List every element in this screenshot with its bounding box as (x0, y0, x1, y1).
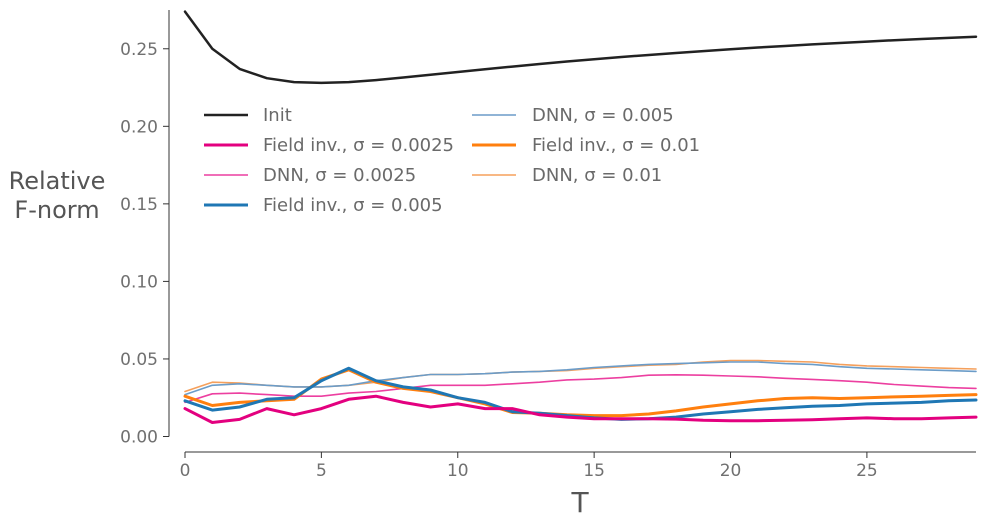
y-tick-label: 0.10 (120, 272, 158, 292)
y-tick-label: 0.00 (120, 427, 158, 447)
series-line-2 (184, 373, 977, 404)
legend-entry: Field inv., σ = 0.0025 (204, 135, 454, 156)
legend-label: DNN, σ = 0.01 (532, 165, 662, 186)
legend-entry: Field inv., σ = 0.01 (472, 135, 700, 156)
y-tick-label: 0.20 (120, 117, 158, 137)
legend-entry: DNN, σ = 0.01 (472, 165, 662, 186)
y-tick-label: 0.05 (120, 350, 158, 370)
legend-label: DNN, σ = 0.0025 (263, 165, 416, 186)
legend-label: DNN, σ = 0.005 (532, 105, 674, 126)
legend-label: Init (263, 105, 292, 126)
x-tick-label: 0 (180, 461, 191, 481)
legend: Init Field inv., σ = 0.0025 DNN, σ = 0.002… (204, 105, 700, 216)
x-axis-title: T (570, 486, 589, 519)
legend-entry: DNN, σ = 0.0025 (204, 165, 416, 186)
ticks-layer: 0.00 0.05 0.10 0.15 0.20 0.25 0 5 10 15 20 25 (120, 40, 878, 481)
y-axis-title-line-1: Relative (9, 167, 106, 195)
legend-entry: DNN, σ = 0.005 (472, 105, 674, 126)
series-line-0 (183, 10, 978, 85)
series-line-1 (183, 394, 978, 424)
y-tick-label: 0.25 (120, 40, 158, 60)
series-line-4 (184, 361, 977, 396)
legend-label: Field inv., σ = 0.0025 (263, 135, 454, 156)
x-tick-label: 20 (720, 461, 742, 481)
legend-label: Field inv., σ = 0.01 (532, 135, 700, 156)
y-tick-label: 0.15 (120, 195, 158, 215)
axes-layer (168, 10, 976, 453)
x-tick-label: 15 (583, 461, 605, 481)
x-tick-label: 25 (856, 461, 878, 481)
y-axis-title-line-2: F-norm (14, 196, 99, 224)
x-tick-label: 5 (316, 461, 327, 481)
legend-entry: Init (204, 105, 292, 126)
x-tick-label: 10 (447, 461, 469, 481)
series-layer (183, 10, 978, 424)
legend-label: Field inv., σ = 0.005 (263, 195, 443, 216)
legend-entry: Field inv., σ = 0.005 (204, 195, 443, 216)
